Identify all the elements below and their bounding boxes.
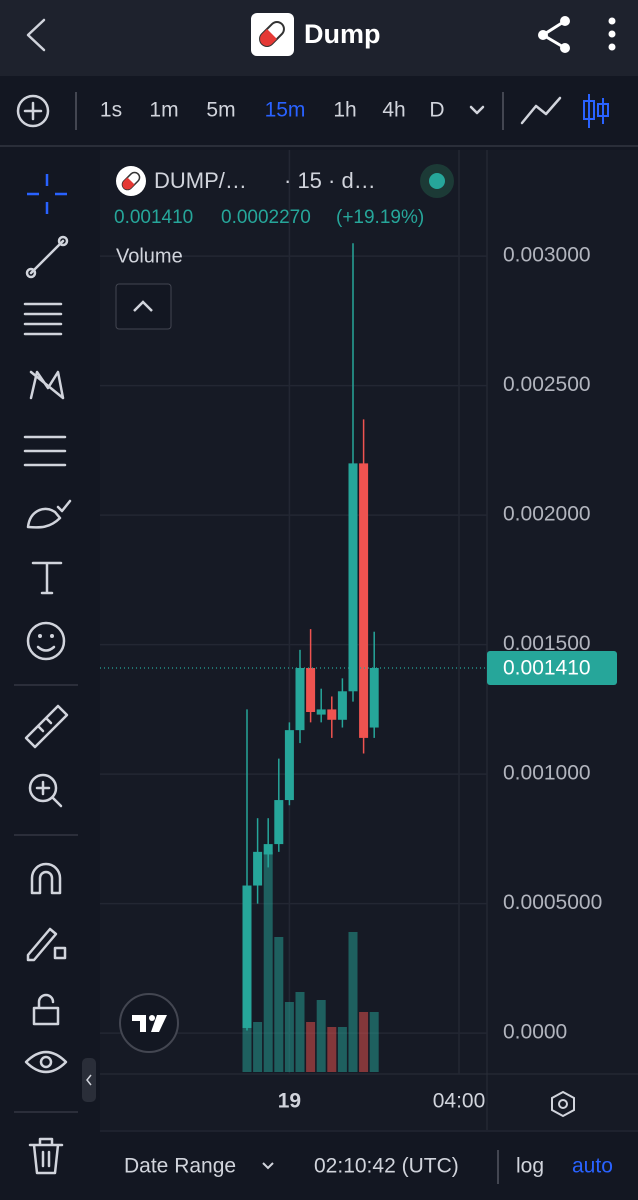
candle-body xyxy=(306,667,316,713)
volume-bar xyxy=(337,1027,347,1072)
log-toggle[interactable]: log xyxy=(516,1155,544,1178)
tradingview-logo xyxy=(119,993,179,1053)
toolbar-collapse-icon xyxy=(86,1074,92,1086)
ruler-tool[interactable] xyxy=(24,704,69,749)
collapse-legend[interactable] xyxy=(115,283,172,330)
timeframe-option[interactable]: 1h xyxy=(333,99,356,122)
change-value: 0.0002270 xyxy=(221,207,311,228)
zoom-tool[interactable] xyxy=(28,773,63,808)
left-toolbar xyxy=(14,174,78,1175)
close-value: 0.001410 xyxy=(114,207,193,228)
back-button[interactable] xyxy=(26,18,46,52)
candle-body xyxy=(359,463,369,738)
visibility-tool[interactable] xyxy=(24,1050,68,1074)
date-range-button[interactable]: Date Range xyxy=(124,1155,236,1178)
collapse-icon xyxy=(133,300,153,312)
toolbar-collapse[interactable] xyxy=(82,1058,96,1102)
text-tool[interactable] xyxy=(31,561,63,595)
pattern-tool[interactable] xyxy=(29,370,65,400)
share-button[interactable] xyxy=(538,16,570,53)
volume-bar xyxy=(284,1002,294,1072)
candle-body xyxy=(295,667,305,731)
candle-body xyxy=(337,691,347,720)
volume-bar xyxy=(306,1022,316,1072)
candle-body xyxy=(274,800,284,845)
interval: · 15 · d… xyxy=(284,168,376,193)
date-range-dropdown xyxy=(262,1162,274,1170)
timeframe-option[interactable]: D xyxy=(429,99,444,122)
change-percent: (+19.19%) xyxy=(336,207,424,228)
crosshair-tool[interactable] xyxy=(27,174,67,214)
volume-bar xyxy=(348,932,358,1072)
prediction-tool[interactable] xyxy=(23,435,67,467)
lock-tool[interactable] xyxy=(32,993,60,1026)
x-tick-label: 04:00 xyxy=(433,1090,486,1113)
line-chart-toggle[interactable] xyxy=(520,96,562,125)
volume-bar xyxy=(263,852,273,1072)
candle-body xyxy=(316,709,326,715)
delete-tool[interactable] xyxy=(28,1137,64,1175)
candle-body xyxy=(327,709,337,720)
candle-body xyxy=(263,844,273,855)
candle-body xyxy=(369,667,379,728)
brush-tool[interactable] xyxy=(26,499,72,529)
y-tick-label: 0.0000 xyxy=(503,1021,567,1044)
last-price-box xyxy=(487,650,617,685)
auto-toggle[interactable]: auto xyxy=(572,1155,613,1178)
y-tick-label: 0.001000 xyxy=(503,762,591,785)
candle-body xyxy=(242,885,252,1028)
volume-bar xyxy=(316,1000,326,1072)
y-tick-label: 0.0005000 xyxy=(503,891,602,914)
magnet-tool[interactable] xyxy=(30,862,62,895)
volume-label: Volume xyxy=(116,245,183,267)
symbol: DUMP/… xyxy=(154,168,247,193)
fib-tool[interactable] xyxy=(23,302,63,336)
y-tick-label: 0.002500 xyxy=(503,373,591,396)
candle-body xyxy=(284,730,294,801)
settings-button[interactable] xyxy=(551,1090,575,1118)
candle-body xyxy=(253,851,263,886)
chart-area xyxy=(100,150,638,1130)
volume-bar xyxy=(274,937,284,1072)
timeframe-option[interactable]: 1m xyxy=(149,99,178,122)
settings-icon xyxy=(558,1099,568,1109)
timeframe-list: 1s 1m 5m 15m 1h 4h D xyxy=(100,99,445,122)
timeframe-option[interactable]: 1s xyxy=(100,99,122,122)
pill-icon xyxy=(259,21,285,47)
status-dot xyxy=(429,173,445,189)
timeframe-option[interactable]: 5m xyxy=(206,99,235,122)
y-tick-label: 0.002000 xyxy=(503,503,591,526)
visibility-tool xyxy=(39,1055,53,1069)
clock[interactable]: 02:10:42 (UTC) xyxy=(314,1155,459,1178)
plot: 0.0000 0.0005000 0.001000 0.001500 0.002000 0… xyxy=(100,150,617,1113)
volume-bar xyxy=(242,1008,252,1072)
pill-icon xyxy=(121,171,141,191)
volume-bar xyxy=(253,1022,263,1072)
volume-bar xyxy=(295,992,305,1072)
x-tick-label: 19 xyxy=(278,1090,301,1113)
volume-bar xyxy=(369,1012,379,1072)
add-indicator[interactable] xyxy=(16,94,50,128)
timeframe-option[interactable]: 15m xyxy=(265,99,306,122)
timeframe-dropdown[interactable] xyxy=(469,105,485,115)
top-bar xyxy=(0,0,638,76)
y-tick-label: 0.001500 xyxy=(503,632,591,655)
last-price-label: 0.001410 xyxy=(503,657,591,680)
page-title: Dump xyxy=(304,19,381,49)
more-menu[interactable] xyxy=(608,17,616,51)
y-tick-label: 0.003000 xyxy=(503,244,591,267)
candle-body xyxy=(348,463,358,692)
lock-drawing-tool[interactable] xyxy=(26,927,67,962)
candle-chart-toggle[interactable] xyxy=(583,94,609,128)
trend-line-tool[interactable] xyxy=(25,235,69,279)
emoji-tool[interactable] xyxy=(26,621,66,661)
volume-bar xyxy=(359,1012,369,1072)
volume-bar xyxy=(327,1027,337,1072)
timeframe-option[interactable]: 4h xyxy=(382,99,405,122)
